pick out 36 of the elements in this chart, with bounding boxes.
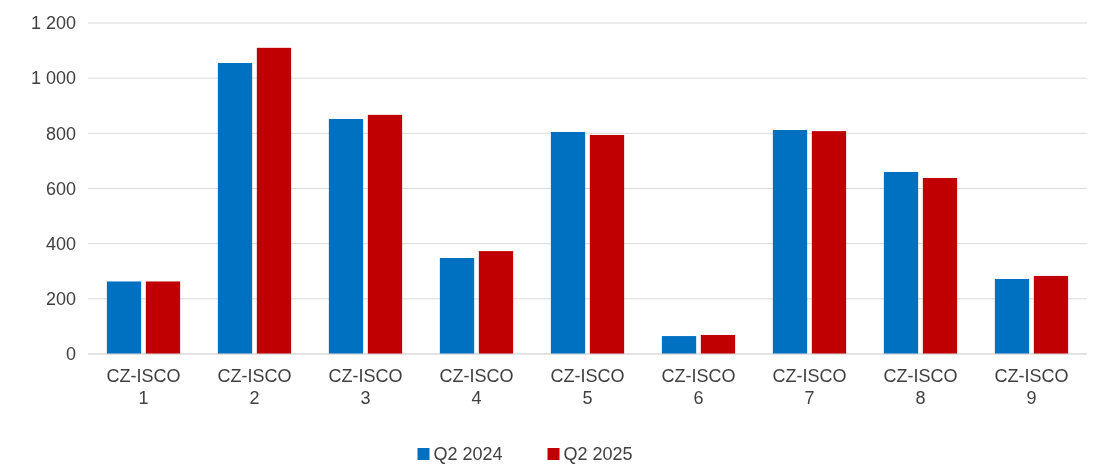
y-tick-label: 1 000	[30, 68, 76, 89]
bar	[1033, 275, 1069, 354]
x-tick-label: CZ-ISCO 8	[883, 366, 958, 408]
x-tick-label: CZ-ISCO 4	[439, 366, 514, 408]
x-tick-label: CZ-ISCO 7	[772, 366, 847, 408]
bar	[994, 278, 1030, 354]
y-tick-label: 200	[45, 289, 76, 310]
x-tick-label: CZ-ISCO 1	[106, 366, 181, 408]
bar	[811, 131, 847, 354]
bar	[256, 47, 292, 354]
y-tick-label: 400	[45, 233, 76, 254]
x-tick-label: CZ-ISCO 2	[217, 366, 292, 408]
bar	[661, 336, 697, 354]
bar	[883, 171, 919, 354]
x-tick-label: CZ-ISCO 5	[550, 366, 625, 408]
bar	[589, 134, 625, 354]
legend-label: Q2 2025	[563, 444, 633, 464]
y-tick-label: 600	[45, 178, 76, 199]
bar	[106, 281, 142, 354]
x-tick-label: CZ-ISCO 6	[661, 366, 736, 408]
bar	[439, 258, 475, 354]
bar	[478, 251, 514, 354]
legend-label: Q2 2024	[433, 444, 503, 464]
bar	[145, 281, 181, 354]
bar	[550, 131, 586, 354]
bar	[217, 63, 253, 354]
y-tick-label: 800	[45, 123, 76, 144]
bar	[772, 130, 808, 354]
y-tick-label: 1 200	[30, 13, 76, 34]
y-tick-label: 0	[65, 344, 76, 365]
bar	[367, 114, 403, 354]
bar	[922, 178, 958, 354]
bar	[700, 334, 736, 354]
bar	[328, 118, 364, 354]
x-tick-label: CZ-ISCO 9	[994, 366, 1069, 408]
x-tick-label: CZ-ISCO 3	[328, 366, 403, 408]
